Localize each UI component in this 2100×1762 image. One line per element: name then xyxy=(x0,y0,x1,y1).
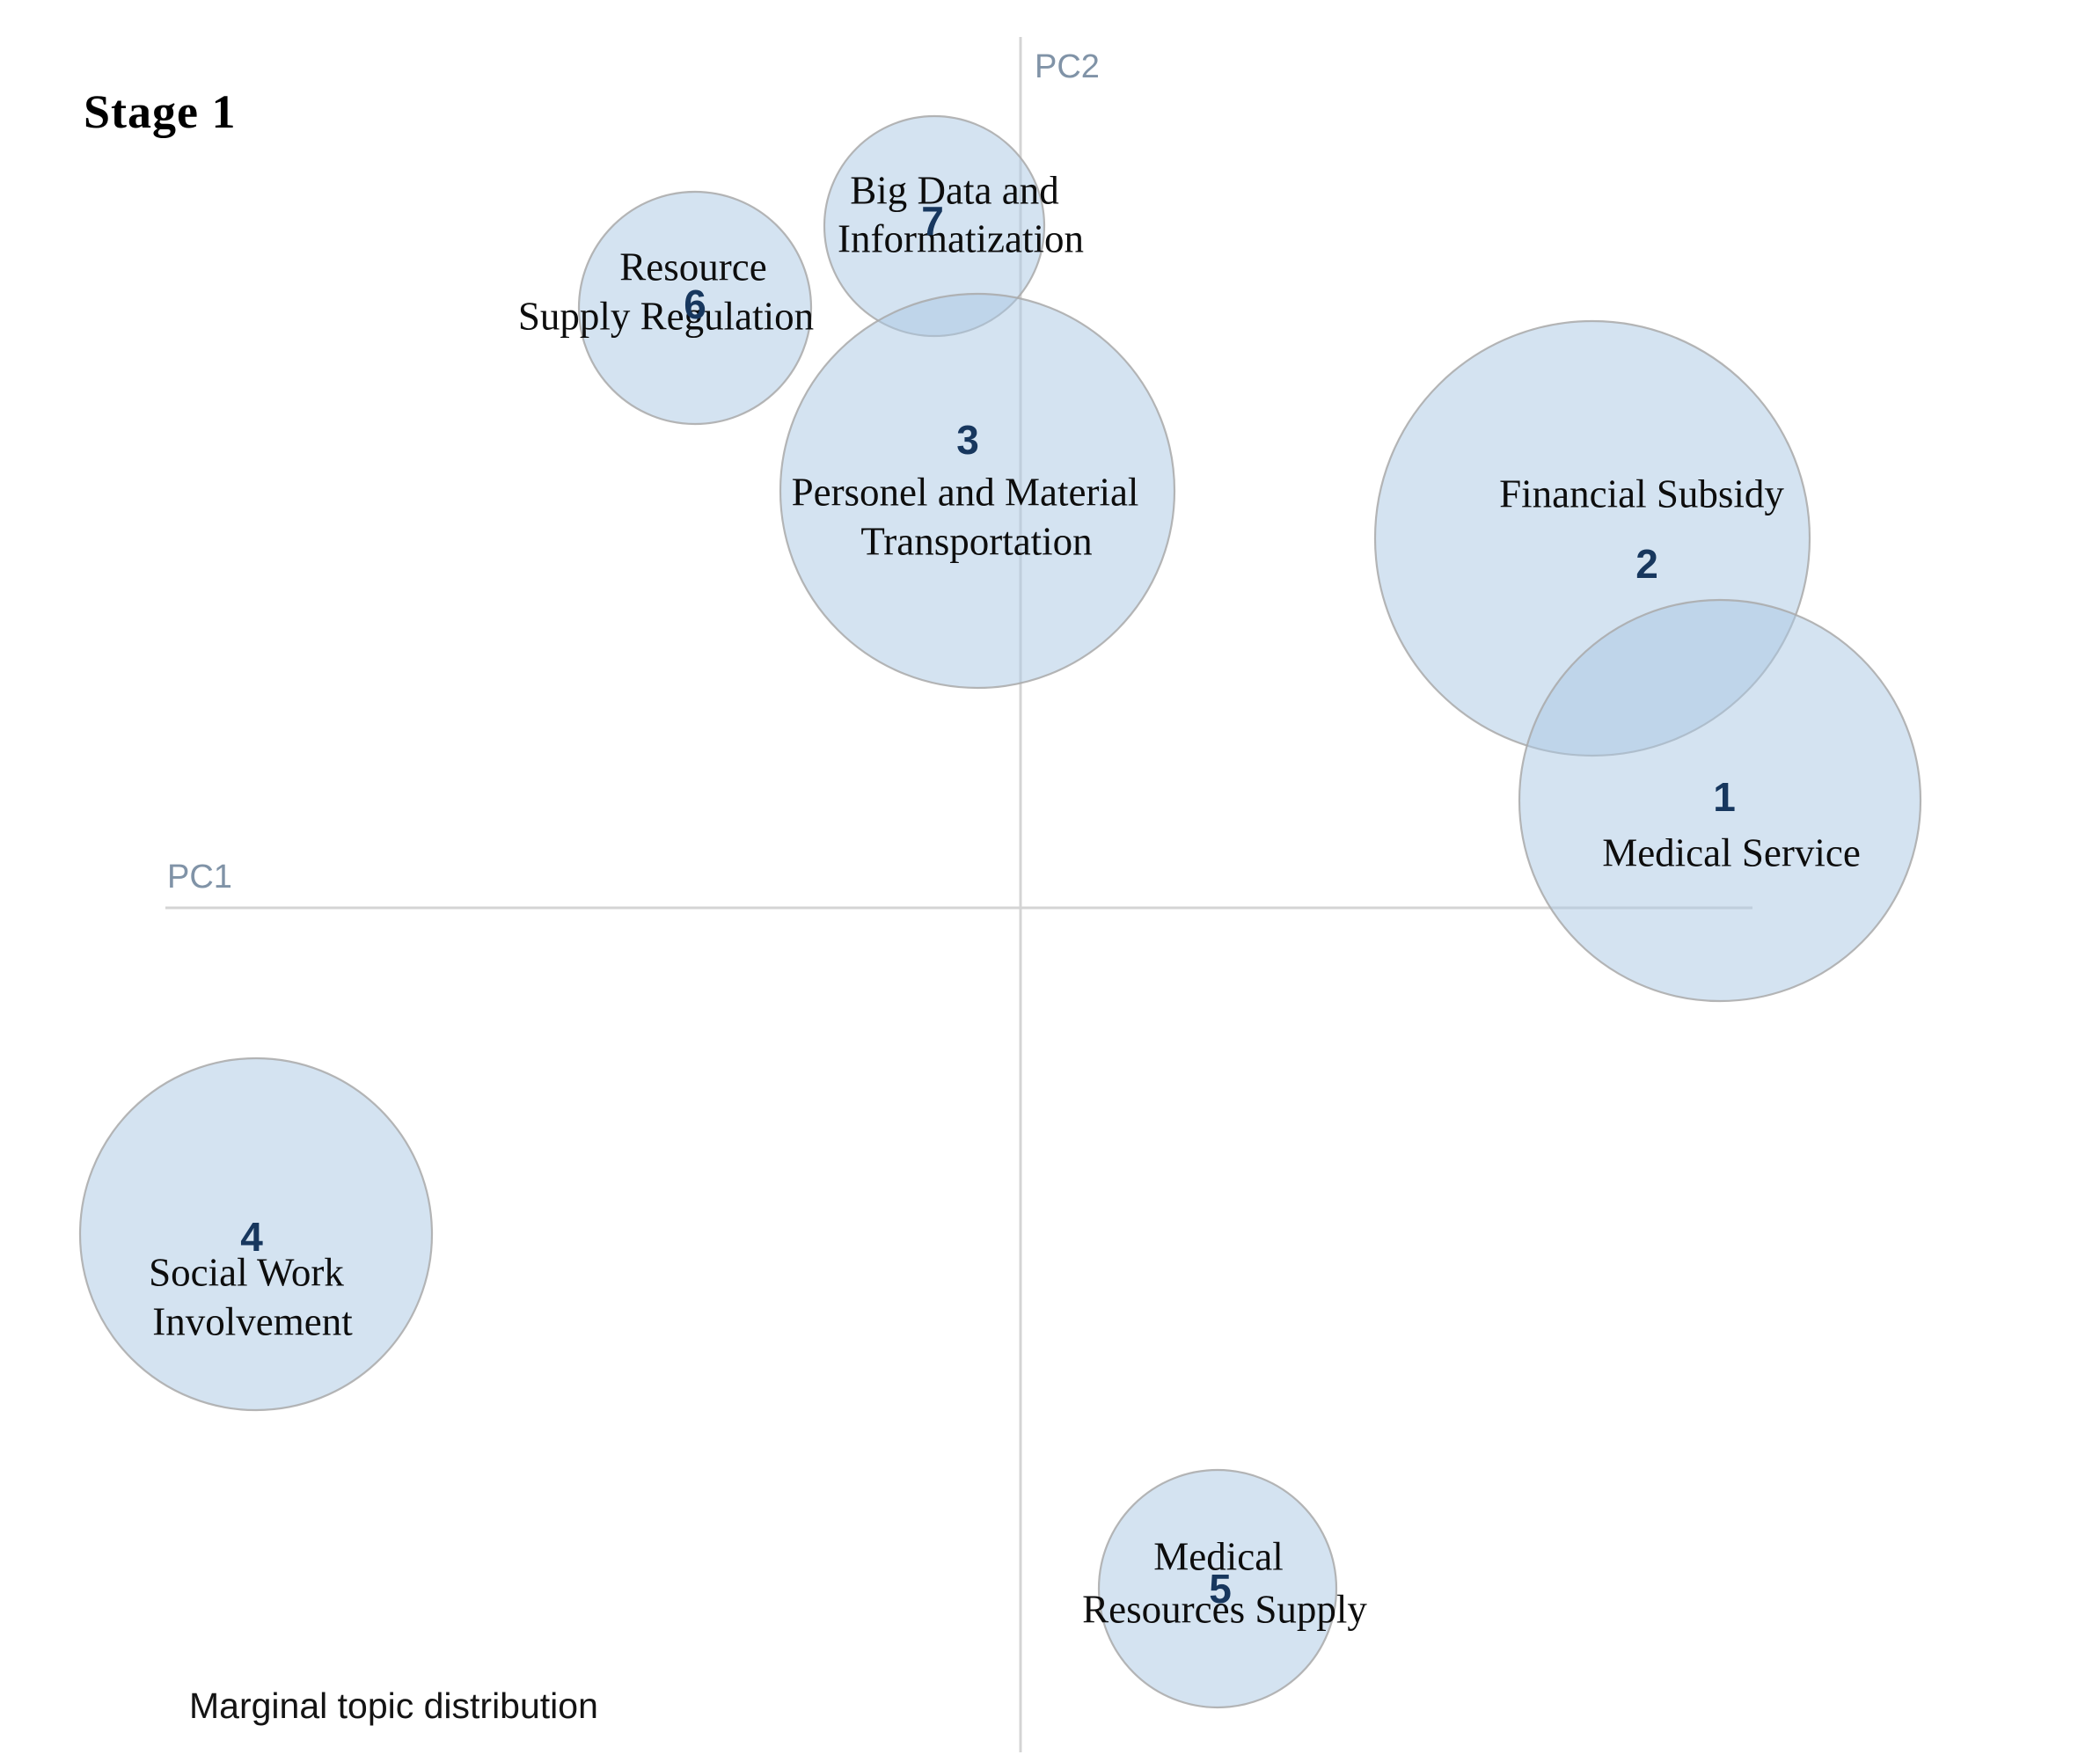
topic-label-3-line1: Personel and Material xyxy=(791,470,1139,515)
topic-label-4-line1: Social Work xyxy=(149,1250,344,1295)
page-title: Stage 1 xyxy=(84,85,237,138)
topic-label-6-line2: Supply Regulation xyxy=(517,294,815,339)
topic-number-7[interactable]: 7 xyxy=(921,198,944,244)
bubble-circle-topic-4[interactable] xyxy=(78,1056,434,1412)
topic-label-5-line2: Resources Supply xyxy=(1082,1587,1367,1632)
marginal-topic-distribution-note: Marginal topic distribution xyxy=(189,1685,598,1726)
bubble-circle-topic-1[interactable] xyxy=(1518,598,1922,1003)
topic-number-6[interactable]: 6 xyxy=(684,281,706,327)
topic-number-1[interactable]: 1 xyxy=(1713,774,1736,820)
topic-number-3[interactable]: 3 xyxy=(956,417,979,463)
bubble-circle-topic-3[interactable] xyxy=(779,292,1176,690)
topic-number-2[interactable]: 2 xyxy=(1635,541,1658,587)
topic-label-2-line1: Financial Subsidy xyxy=(1499,472,1784,516)
topic-label-1-line1: Medical Service xyxy=(1602,830,1861,875)
pc1-axis-label: PC1 xyxy=(167,859,232,896)
topic-number-5[interactable]: 5 xyxy=(1209,1566,1232,1612)
bubble-circle-topic-5[interactable] xyxy=(1097,1468,1338,1709)
topic-number-4[interactable]: 4 xyxy=(240,1214,263,1260)
topic-label-6-line1: Resource xyxy=(619,245,767,289)
topic-label-3-line2: Transportation xyxy=(860,519,1093,564)
topic-label-7-line2: Informatization xyxy=(838,216,1084,261)
topic-label-5-line1: Medical xyxy=(1153,1534,1284,1579)
topic-label-7-line1: Big Data and xyxy=(850,168,1059,213)
pc2-axis-label: PC2 xyxy=(1035,48,1100,85)
topic-label-4-line2: Involvement xyxy=(152,1299,353,1344)
bubble-circle-topic-6[interactable] xyxy=(577,190,813,426)
